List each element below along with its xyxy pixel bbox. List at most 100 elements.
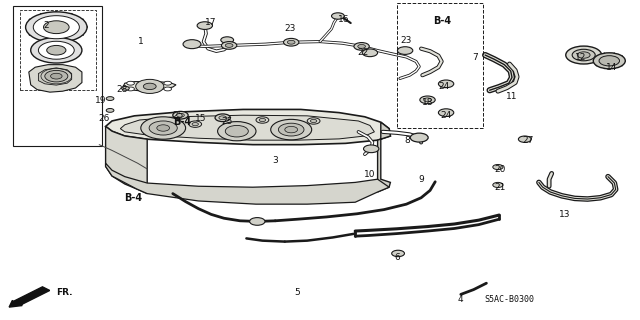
Circle shape <box>566 46 602 64</box>
Circle shape <box>221 42 237 49</box>
Circle shape <box>364 145 379 153</box>
Text: 25: 25 <box>221 117 233 126</box>
Circle shape <box>599 56 620 66</box>
Circle shape <box>518 136 531 142</box>
Circle shape <box>47 45 66 55</box>
Text: 11: 11 <box>506 92 518 100</box>
Polygon shape <box>38 68 72 85</box>
Circle shape <box>127 81 134 85</box>
Text: 15: 15 <box>195 114 206 123</box>
Circle shape <box>51 73 62 79</box>
Circle shape <box>577 52 590 58</box>
Circle shape <box>358 44 365 48</box>
Text: 20: 20 <box>495 165 506 174</box>
Bar <box>13 6 102 146</box>
Circle shape <box>143 83 156 90</box>
Circle shape <box>332 13 344 19</box>
Polygon shape <box>106 163 389 204</box>
Circle shape <box>218 122 256 141</box>
Circle shape <box>197 22 212 29</box>
Circle shape <box>354 43 369 50</box>
Circle shape <box>493 164 503 170</box>
Circle shape <box>307 118 320 124</box>
Text: 17: 17 <box>205 18 217 27</box>
Circle shape <box>271 119 312 140</box>
Text: 18: 18 <box>422 98 433 107</box>
Circle shape <box>256 117 269 123</box>
Polygon shape <box>106 126 147 194</box>
Circle shape <box>278 123 304 136</box>
Text: 27: 27 <box>522 136 534 145</box>
Polygon shape <box>106 109 390 145</box>
Text: 8: 8 <box>405 136 410 145</box>
Circle shape <box>593 53 625 69</box>
Circle shape <box>164 87 172 91</box>
Polygon shape <box>29 65 82 92</box>
Text: 23: 23 <box>400 36 412 44</box>
Text: 21: 21 <box>495 183 506 192</box>
Text: 23: 23 <box>284 24 296 33</box>
Circle shape <box>397 47 413 54</box>
Circle shape <box>122 86 129 90</box>
Text: 10: 10 <box>364 170 375 179</box>
Text: 3: 3 <box>273 156 278 164</box>
Text: FR.: FR. <box>56 288 73 297</box>
Text: 26: 26 <box>99 114 110 123</box>
Text: B-4: B-4 <box>433 16 451 26</box>
Circle shape <box>225 125 248 137</box>
Circle shape <box>26 12 87 43</box>
Circle shape <box>424 98 431 102</box>
Polygon shape <box>378 122 390 192</box>
Circle shape <box>177 113 184 117</box>
Circle shape <box>106 108 114 112</box>
Text: 24: 24 <box>440 111 452 120</box>
Circle shape <box>31 37 82 63</box>
Circle shape <box>141 117 186 139</box>
Text: 9: 9 <box>419 175 424 184</box>
Text: S5AC-B0300: S5AC-B0300 <box>484 295 534 304</box>
Circle shape <box>157 125 170 131</box>
Circle shape <box>250 218 265 225</box>
Polygon shape <box>120 115 374 140</box>
Circle shape <box>493 182 503 188</box>
Circle shape <box>106 97 114 100</box>
Circle shape <box>284 38 299 46</box>
Text: 5: 5 <box>295 288 300 297</box>
Circle shape <box>438 80 454 88</box>
Circle shape <box>149 121 177 135</box>
Circle shape <box>225 44 233 47</box>
Polygon shape <box>124 82 176 91</box>
Bar <box>20 10 96 90</box>
Text: 22: 22 <box>357 48 369 57</box>
Text: 7: 7 <box>473 53 478 62</box>
Circle shape <box>189 121 202 127</box>
Circle shape <box>572 49 595 61</box>
Text: 6: 6 <box>394 253 399 262</box>
Circle shape <box>285 126 298 133</box>
Circle shape <box>44 21 69 34</box>
Bar <box>397 3 483 128</box>
Circle shape <box>287 40 295 44</box>
Circle shape <box>420 96 435 104</box>
Text: 28: 28 <box>116 85 127 94</box>
Circle shape <box>221 37 234 43</box>
Text: B-4: B-4 <box>124 193 142 204</box>
Text: 16: 16 <box>338 15 349 24</box>
Circle shape <box>33 16 79 39</box>
Circle shape <box>362 49 378 57</box>
Text: 14: 14 <box>605 63 617 72</box>
Text: 4: 4 <box>458 295 463 304</box>
Circle shape <box>136 79 164 93</box>
Circle shape <box>173 111 188 119</box>
Circle shape <box>45 70 68 82</box>
Text: 13: 13 <box>559 210 570 219</box>
Text: 19: 19 <box>95 96 107 105</box>
Circle shape <box>215 114 230 122</box>
Text: 24: 24 <box>438 82 449 91</box>
Text: 12: 12 <box>575 53 587 62</box>
Circle shape <box>410 133 428 142</box>
Circle shape <box>438 109 454 116</box>
Circle shape <box>38 41 74 59</box>
Circle shape <box>164 81 172 85</box>
Circle shape <box>259 118 266 122</box>
